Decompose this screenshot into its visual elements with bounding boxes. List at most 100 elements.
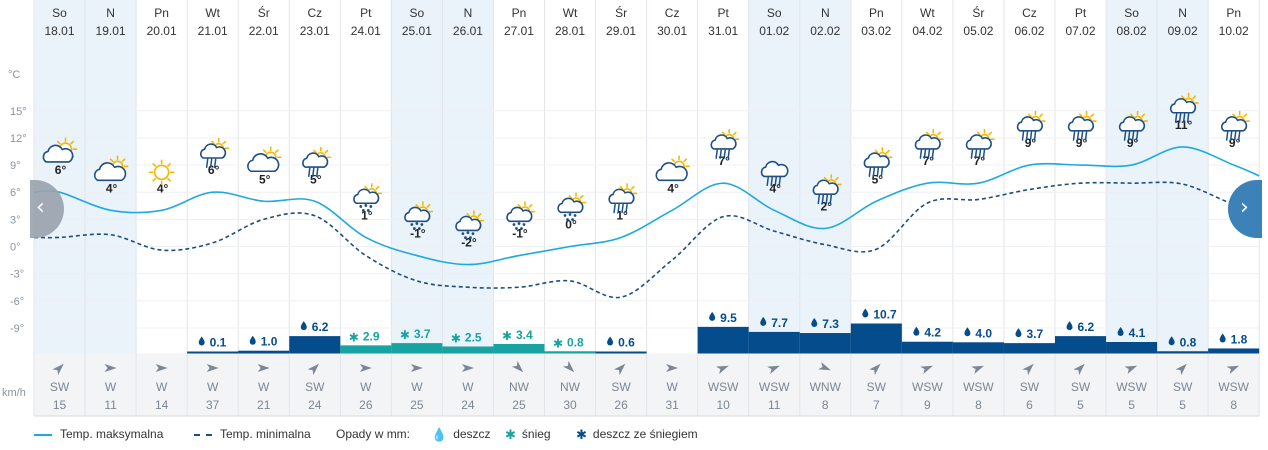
snow-dot [466, 231, 470, 235]
sun-ray [683, 158, 687, 163]
wind-arrow-icon [1124, 365, 1138, 374]
wind-direction: W [666, 380, 678, 394]
precip-bar [391, 343, 443, 354]
cloud-shape [1067, 116, 1094, 132]
precip-value-label: 4.1 [1129, 326, 1146, 340]
wind-direction: SW [50, 380, 70, 394]
day-date: 28.01 [555, 24, 585, 38]
day-header: So 18.01 N 19.01 Pn 20.01 Wt 21.01 Śr 22.01 Cz 23.0… [45, 5, 1250, 38]
cloud-shape [1169, 98, 1197, 114]
legend-item-tmax: Temp. maksymalna [34, 427, 163, 441]
weekend-column [799, 0, 851, 354]
sun-ray [1027, 113, 1032, 118]
wind-speed: 31 [665, 398, 679, 412]
precip-bar [748, 331, 800, 354]
rain-streak [1131, 131, 1135, 141]
rain-streak [1080, 131, 1084, 141]
sun-cloud-drizzle-icon [302, 146, 332, 177]
snowflake-icon: ✱ [505, 427, 516, 442]
wind-direction: WSW [912, 380, 943, 394]
day-name: So [767, 6, 782, 20]
rain-streak [205, 158, 209, 168]
sun-ray [823, 176, 828, 181]
tmax-label: 5° [310, 172, 322, 186]
day-date: 09.02 [1168, 24, 1198, 38]
y-tick-label: 9° [10, 160, 21, 172]
sun-icon [148, 159, 175, 186]
wind-arrow-icon [104, 364, 117, 372]
sun-ray [1192, 95, 1197, 100]
rain-streak [719, 149, 722, 159]
precip-bar [952, 342, 1004, 354]
sun-ray [528, 204, 533, 208]
wind-direction: WSW [1116, 380, 1147, 394]
snow-dot [417, 227, 421, 230]
day-date: 07.02 [1066, 24, 1096, 38]
raindrop-icon [964, 327, 971, 337]
y-tick-label: 12° [10, 133, 27, 145]
legend-label-tmax: Temp. maksymalna [60, 427, 164, 441]
raindrop-icon [811, 318, 818, 328]
day-name: So [52, 6, 67, 20]
sun-ray [222, 140, 227, 145]
cloud-shape [353, 188, 380, 205]
cloud-shape [965, 134, 992, 150]
day-date: 04.02 [912, 24, 942, 38]
legend-label-tmin: Temp. minimalna [220, 427, 311, 441]
cloud-shape [93, 162, 127, 182]
rain-streak [1127, 131, 1131, 141]
weekend-column [34, 0, 86, 354]
day-date: 24.01 [351, 24, 381, 38]
sun-cloud-rain-icon [914, 128, 944, 159]
snowflake-icon: ✱ [349, 330, 359, 344]
precip-bar [187, 351, 239, 354]
tmax-label: -1° [410, 227, 426, 241]
sun-cloud-drizzle-icon [200, 137, 229, 168]
sun-cloud-rain-icon [863, 146, 893, 177]
wind-speed: 26 [614, 398, 628, 412]
rain-streak [821, 194, 825, 205]
sun-ray [324, 149, 329, 154]
day-name: Pn [869, 6, 884, 20]
day-name: Wt [563, 6, 578, 20]
day-name: Cz [1022, 6, 1037, 20]
snow-dot [415, 222, 419, 225]
rain-streak [923, 149, 927, 159]
wind-arrow-icon [307, 363, 320, 376]
sun-disc [153, 164, 170, 181]
sun-ray [1181, 95, 1185, 100]
legend-label-mixed: deszcz ze śniegiem [592, 427, 698, 442]
cloud-sun-icon [247, 146, 282, 173]
day-name: Cz [665, 6, 680, 20]
sun-cloud-snow-icon [557, 192, 587, 221]
day-date: 19.01 [96, 24, 126, 38]
sun-ray [517, 204, 522, 208]
raindrop-icon [1219, 333, 1226, 343]
chevron-left-icon: ‹ [36, 195, 45, 220]
rain-streak [766, 176, 769, 187]
snow-dot [512, 223, 516, 226]
cloud-shape [812, 179, 839, 195]
sun-ray [1039, 113, 1043, 118]
tmax-labels: 6° 4° 4° 6° 5° 5° 1° -1° -2° -1° 0° 1° 4° 7° 4° 2° 5° 7° 7… [55, 118, 1241, 250]
wind-direction: W [411, 380, 423, 394]
precip-value-label: 10.7 [873, 308, 897, 322]
snow-dot [361, 209, 365, 212]
sun-cloud-rain-icon [1067, 110, 1097, 141]
day-name: N [821, 6, 830, 20]
rain-streak [1178, 113, 1182, 123]
snow-dot [412, 227, 416, 230]
cloud-sun-icon [655, 155, 690, 182]
weekend-column [442, 0, 494, 354]
snow-dot [471, 232, 475, 236]
wind-speed: 30 [563, 398, 577, 412]
cloud-shape [404, 206, 431, 223]
raindrop-icon [1168, 336, 1175, 346]
wind-direction: WSW [1218, 380, 1249, 394]
day-name: N [464, 6, 473, 20]
cloud-shape [1118, 116, 1146, 132]
tmax-label: 6° [55, 163, 67, 177]
wind-direction: SW [1173, 380, 1193, 394]
wind-direction: NW [560, 380, 581, 394]
snow-dot [522, 223, 526, 226]
